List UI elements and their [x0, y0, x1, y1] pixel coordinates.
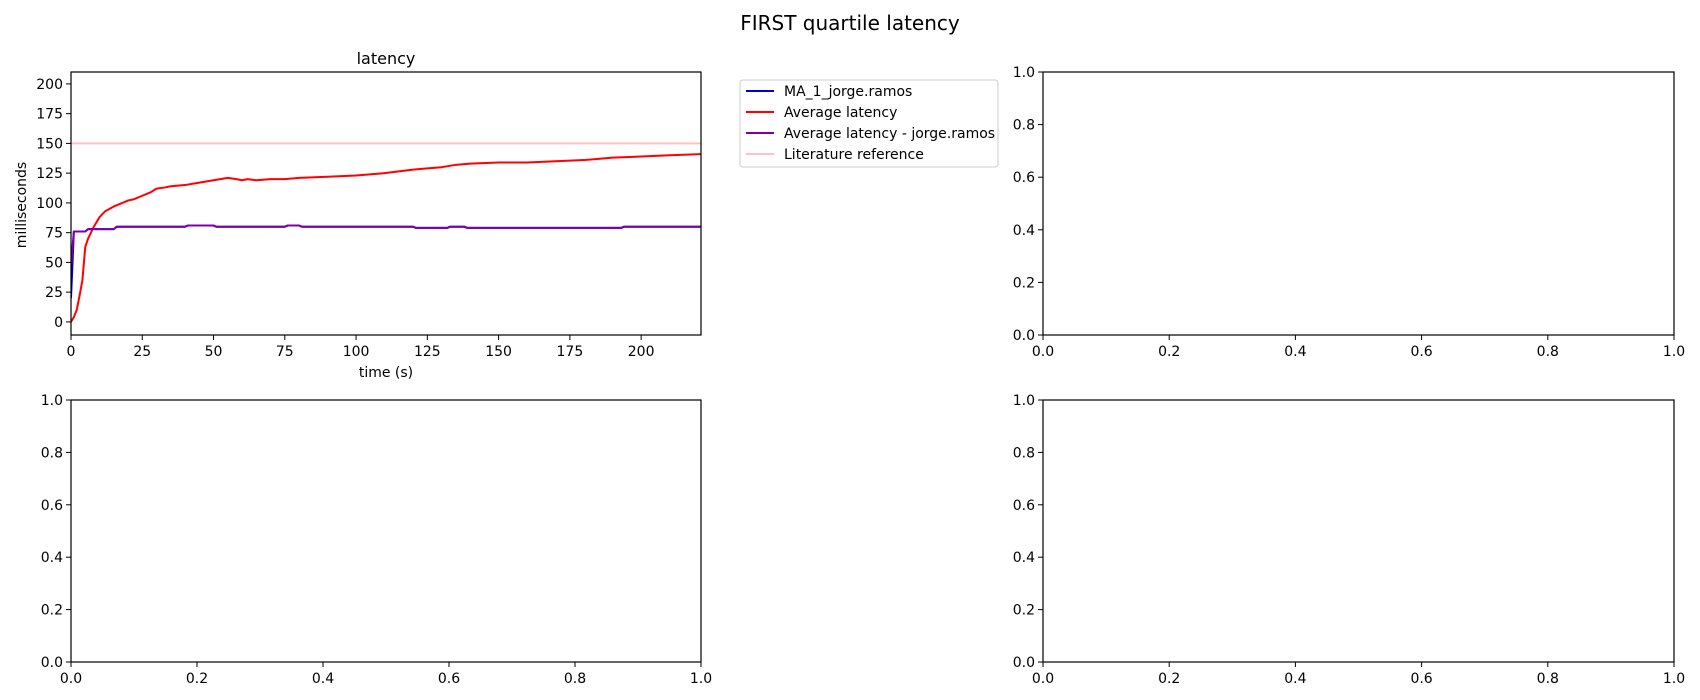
- legend-label-ma-1-jorge-ramos: MA_1_jorge.ramos: [784, 84, 912, 100]
- empty-plot-bottom-left-xtick-label: 0.6: [438, 671, 460, 687]
- empty-plot-bottom-left-ytick-label: 0.2: [41, 603, 63, 619]
- empty-plot-bottom-left-xtick-label: 0.4: [312, 671, 334, 687]
- latency-plot-ytick-label: 175: [36, 107, 63, 123]
- latency-plot-xtick-label: 75: [276, 344, 294, 360]
- empty-plot-bottom-right-ytick-label: 1.0: [1013, 393, 1035, 409]
- legend-label-average-latency-jorge-ramos: Average latency - jorge.ramos: [784, 126, 995, 142]
- latency-plot-area: [71, 142, 701, 323]
- empty-plot-top-right-xtick-label: 0.2: [1158, 344, 1180, 360]
- legend-entry-literature-reference: Literature reference: [746, 147, 924, 163]
- empty-plot-bottom-right: 0.0 0.2 0.4 0.6 0.8 1.0 0.0 0.2 0.4 0.6 0.8 1.0: [1013, 393, 1685, 687]
- empty-plot-top-right-ytick-label: 0.0: [1013, 328, 1035, 344]
- latency-plot-ytick-label: 100: [36, 196, 63, 212]
- empty-plot-bottom-right-xtick-label: 0.4: [1284, 671, 1306, 687]
- latency-plot-xtick-label: 100: [343, 344, 370, 360]
- legend-entry-average-latency-jorge-ramos: Average latency - jorge.ramos: [746, 126, 995, 142]
- legend: MA_1_jorge.ramos Average latency Average…: [739, 79, 999, 168]
- legend-entry-ma-1-jorge-ramos: MA_1_jorge.ramos: [746, 84, 912, 100]
- figure-title: FIRST quartile latency: [740, 11, 960, 35]
- latency-plot-xtick-label: 25: [133, 344, 151, 360]
- empty-plot-top-right-ytick-label: 0.6: [1013, 170, 1035, 186]
- empty-plot-bottom-left: 0.0 0.2 0.4 0.6 0.8 1.0 0.0 0.2 0.4 0.6 0.8 1.0: [41, 393, 712, 687]
- series-line-ma-1-jorge-ramos: [71, 224, 701, 299]
- empty-plot-bottom-right-ytick-label: 0.4: [1013, 550, 1035, 566]
- empty-plot-top-right-xtick-label: 1.0: [1663, 344, 1685, 360]
- empty-plot-top-right-xtick-label: 0.6: [1410, 344, 1432, 360]
- empty-plot-bottom-left-ytick-label: 0.8: [41, 445, 63, 461]
- empty-plot-top-right-ytick-label: 1.0: [1013, 65, 1035, 81]
- empty-plot-bottom-left-xtick-label: 0.0: [60, 671, 82, 687]
- empty-plot-bottom-right-xtick-label: 0.2: [1158, 671, 1180, 687]
- empty-plot-bottom-left-frame: [70, 399, 702, 663]
- empty-plot-bottom-right-frame: [1042, 399, 1675, 663]
- latency-plot-xtick-label: 50: [205, 344, 223, 360]
- empty-plot-bottom-right-xtick-label: 0.6: [1410, 671, 1432, 687]
- latency-plot-xtick-label: 125: [414, 344, 441, 360]
- empty-plot-bottom-right-ytick-label: 0.0: [1013, 655, 1035, 671]
- latency-plot-ytick-label: 200: [36, 77, 63, 93]
- empty-plot-top-right-ytick-label: 0.2: [1013, 275, 1035, 291]
- legend-frame: [739, 79, 999, 168]
- empty-plot-bottom-right-ytick-label: 0.8: [1013, 445, 1035, 461]
- latency-plot-ytick-label: 0: [54, 315, 63, 331]
- empty-plot-bottom-left-ytick-label: 0.6: [41, 498, 63, 514]
- latency-plot-ytick-label: 50: [45, 255, 63, 271]
- empty-plot-bottom-left-ytick-label: 0.0: [41, 655, 63, 671]
- latency-plot-ytick-label: 125: [36, 166, 63, 182]
- latency-plot-xtick-label: 150: [485, 344, 512, 360]
- latency-plot: latency time (s) milliseconds 0 25 50 75 100…: [14, 49, 702, 381]
- empty-plot-top-right-frame: [1042, 71, 1675, 336]
- empty-plot-top-right-ytick-label: 0.4: [1013, 223, 1035, 239]
- series-line-average-latency-jorge-ramos: [71, 224, 701, 265]
- series-line-average-latency: [71, 153, 701, 323]
- empty-plot-bottom-left-xtick-label: 0.2: [186, 671, 208, 687]
- latency-plot-title: latency: [357, 49, 416, 68]
- empty-plot-bottom-left-xtick-label: 1.0: [690, 671, 712, 687]
- empty-plot-bottom-right-ytick-label: 0.6: [1013, 498, 1035, 514]
- latency-plot-ytick-label: 150: [36, 136, 63, 152]
- latency-plot-xlabel: time (s): [359, 365, 413, 381]
- latency-plot-ylabel: milliseconds: [14, 162, 30, 248]
- empty-plot-bottom-right-ytick-label: 0.2: [1013, 603, 1035, 619]
- empty-plot-bottom-right-xtick-label: 0.8: [1537, 671, 1559, 687]
- latency-plot-frame: [70, 71, 702, 336]
- empty-plot-top-right-xtick-label: 0.4: [1284, 344, 1306, 360]
- empty-plot-bottom-left-xtick-label: 0.8: [564, 671, 586, 687]
- latency-plot-ytick-label: 75: [45, 226, 63, 242]
- empty-plot-bottom-right-xtick-label: 0.0: [1032, 671, 1054, 687]
- empty-plot-top-right-xtick-label: 0.0: [1032, 344, 1054, 360]
- empty-plot-top-right-ytick-label: 0.8: [1013, 118, 1035, 134]
- empty-plot-bottom-left-ytick-label: 1.0: [41, 393, 63, 409]
- empty-plot-bottom-right-xtick-label: 1.0: [1663, 671, 1685, 687]
- latency-plot-xtick-label: 175: [557, 344, 584, 360]
- latency-plot-xtick-label: 0: [67, 344, 76, 360]
- latency-plot-xtick-label: 200: [628, 344, 655, 360]
- empty-plot-top-right: 0.0 0.2 0.4 0.6 0.8 1.0 0.0 0.2 0.4 0.6 0.8 1.0: [1013, 65, 1685, 360]
- legend-label-literature-reference: Literature reference: [784, 147, 924, 163]
- legend-entry-average-latency: Average latency: [746, 105, 897, 121]
- empty-plot-top-right-xtick-label: 0.8: [1537, 344, 1559, 360]
- legend-label-average-latency: Average latency: [784, 105, 897, 121]
- empty-plot-bottom-left-ytick-label: 0.4: [41, 550, 63, 566]
- latency-plot-ytick-label: 25: [45, 285, 63, 301]
